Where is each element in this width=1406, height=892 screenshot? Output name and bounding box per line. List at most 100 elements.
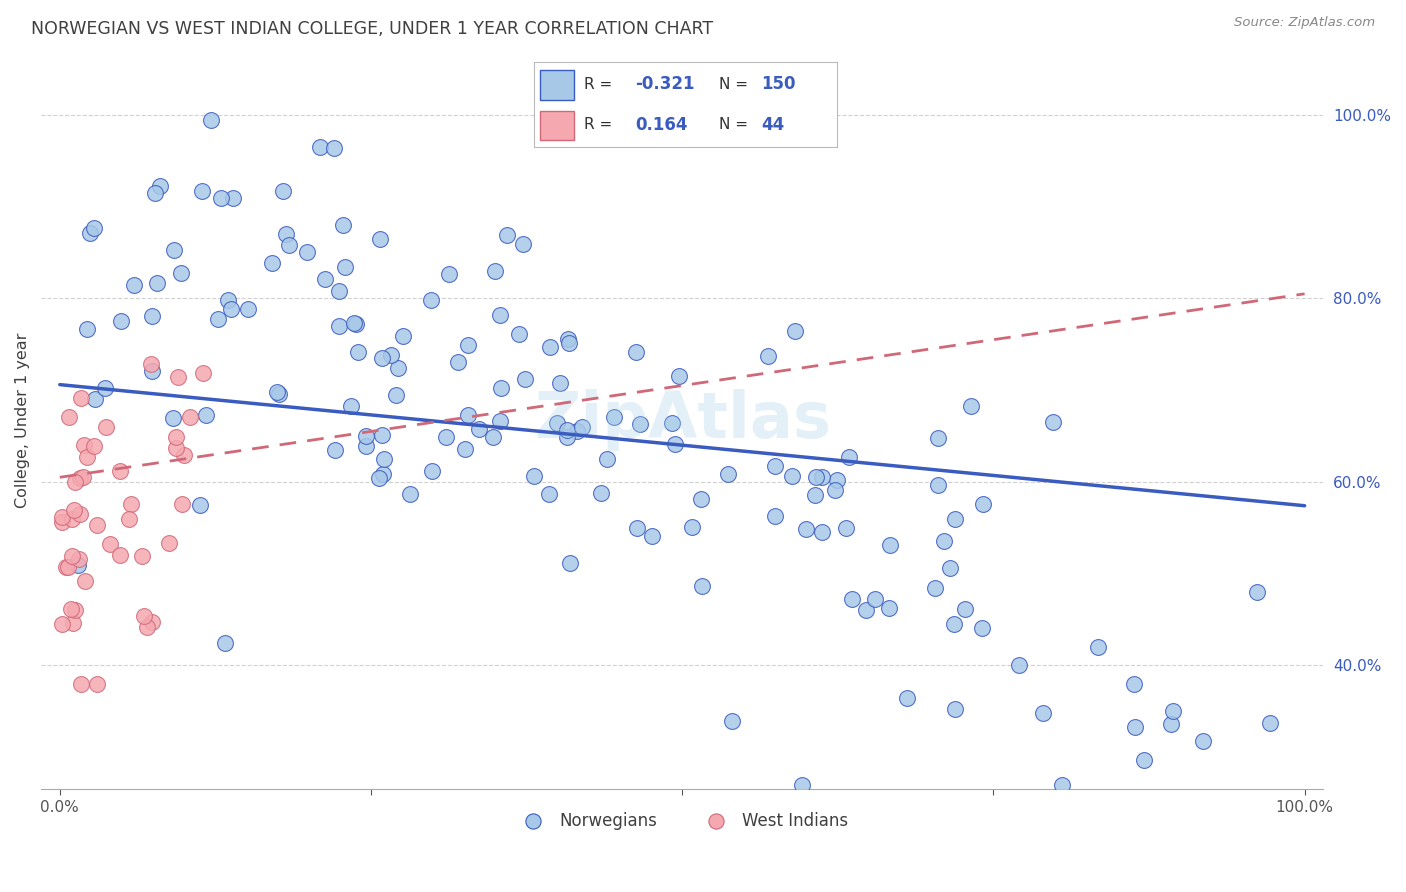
Point — [810, 470, 832, 484]
Point — [1132, 753, 1154, 767]
Point — [668, 368, 690, 383]
Point — [972, 497, 994, 511]
Point — [62, 615, 84, 630]
Point — [94, 381, 117, 395]
Point — [785, 324, 807, 338]
Point — [546, 416, 568, 430]
Point — [368, 232, 391, 246]
Point — [1042, 416, 1064, 430]
Point — [434, 430, 457, 444]
Point — [571, 419, 593, 434]
Point — [86, 517, 108, 532]
Point — [1160, 717, 1182, 731]
Point — [222, 191, 245, 205]
Point — [538, 340, 561, 354]
Point — [537, 487, 560, 501]
Text: 150: 150 — [761, 75, 796, 93]
Point — [624, 344, 647, 359]
Text: ZipAtlas: ZipAtlas — [534, 389, 831, 451]
Point — [69, 507, 91, 521]
Point — [108, 464, 131, 478]
Point — [824, 483, 846, 498]
Point — [63, 475, 86, 489]
Point — [55, 559, 77, 574]
Point — [163, 243, 186, 257]
Point — [794, 522, 817, 536]
Point — [943, 702, 966, 716]
FancyBboxPatch shape — [540, 70, 574, 100]
Point — [495, 227, 517, 242]
Point — [217, 293, 239, 307]
Text: N =: N = — [718, 117, 748, 132]
Point — [373, 452, 395, 467]
Point — [354, 429, 377, 443]
Point — [489, 381, 512, 395]
Point — [67, 558, 90, 572]
Point — [173, 448, 195, 462]
Point — [1260, 716, 1282, 731]
Point — [70, 391, 93, 405]
Point — [278, 238, 301, 252]
Point — [69, 676, 91, 690]
Point — [51, 515, 73, 529]
Point — [825, 473, 848, 487]
Point — [515, 372, 537, 386]
Text: R =: R = — [583, 117, 613, 132]
Point — [56, 560, 79, 574]
Y-axis label: College, Under 1 year: College, Under 1 year — [15, 332, 30, 508]
Point — [387, 360, 409, 375]
Point — [72, 470, 94, 484]
Point — [69, 471, 91, 485]
Point — [523, 469, 546, 483]
Point — [51, 617, 73, 632]
Point — [596, 451, 619, 466]
Point — [219, 301, 242, 316]
Point — [274, 227, 297, 242]
Point — [628, 417, 651, 431]
Point — [83, 221, 105, 235]
Point — [457, 338, 479, 352]
Point — [209, 191, 232, 205]
Point — [76, 322, 98, 336]
Text: N =: N = — [718, 77, 748, 92]
Text: 0.164: 0.164 — [636, 116, 688, 134]
Point — [332, 218, 354, 232]
Point — [641, 529, 664, 543]
Point — [170, 497, 193, 511]
Point — [550, 376, 572, 391]
Point — [1192, 734, 1215, 748]
Point — [347, 345, 370, 359]
Point — [437, 268, 460, 282]
Point — [482, 430, 505, 444]
Point — [98, 537, 121, 551]
Point — [927, 477, 949, 491]
Point — [763, 509, 786, 524]
Point — [603, 410, 626, 425]
Point — [790, 778, 813, 792]
Point — [1122, 677, 1144, 691]
Point — [804, 469, 827, 483]
Point — [454, 442, 477, 457]
Point — [60, 601, 83, 615]
Point — [489, 414, 512, 428]
Point — [690, 491, 713, 506]
Point — [1087, 640, 1109, 654]
Point — [391, 328, 413, 343]
Point — [141, 615, 163, 629]
Point — [267, 387, 290, 401]
Point — [165, 441, 187, 455]
Point — [166, 369, 188, 384]
Point — [83, 392, 105, 406]
Point — [367, 471, 389, 485]
Point — [65, 603, 87, 617]
Point — [970, 621, 993, 635]
Text: -0.321: -0.321 — [636, 75, 695, 93]
Point — [79, 227, 101, 241]
Point — [200, 113, 222, 128]
Point — [457, 408, 479, 422]
Point — [94, 420, 117, 434]
Point — [1125, 719, 1147, 733]
Point — [67, 551, 90, 566]
Point — [567, 425, 589, 439]
Point — [51, 510, 73, 524]
